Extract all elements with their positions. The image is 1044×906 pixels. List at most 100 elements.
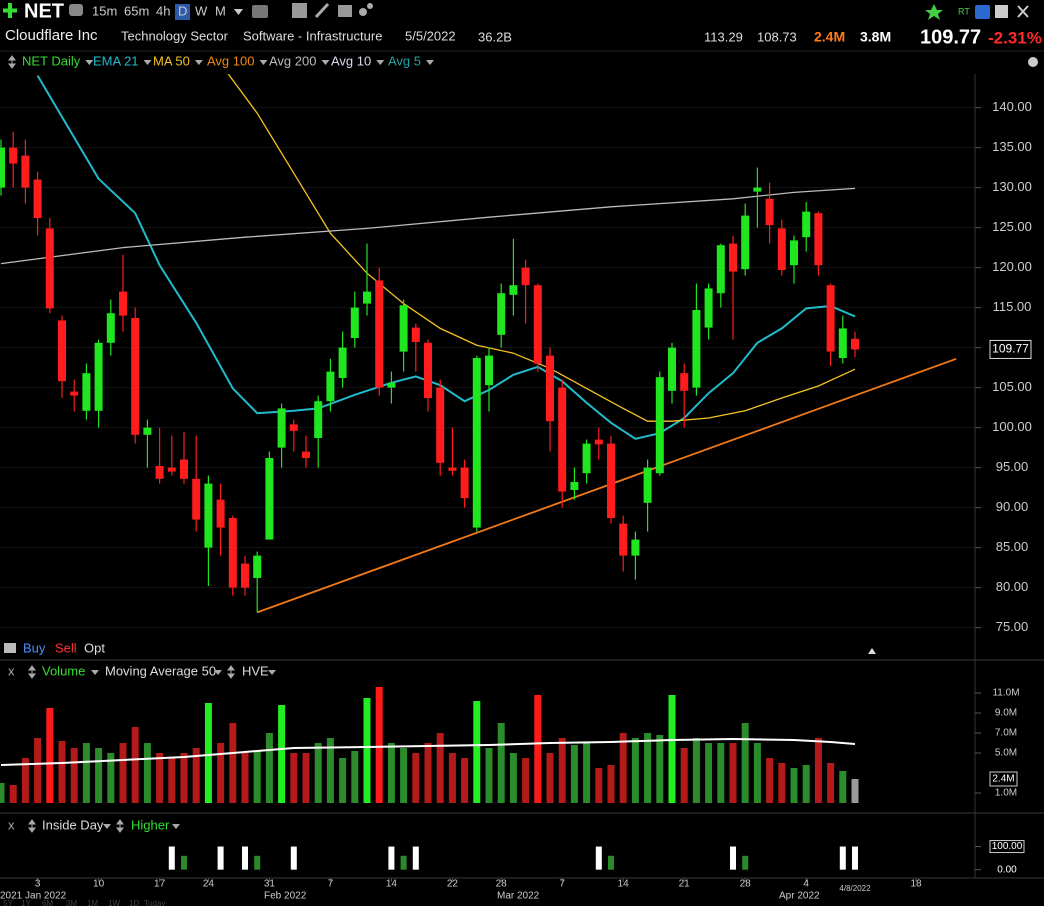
signal-bar	[168, 846, 175, 870]
pane-study[interactable]: Moving Average 50	[105, 663, 216, 678]
volume-bar	[546, 753, 554, 803]
candle-body	[216, 499, 225, 528]
legend-entry[interactable]: Avg 200	[269, 53, 316, 68]
volume-bar	[95, 748, 103, 803]
x-tick-label: 28	[496, 879, 508, 890]
volume-bar	[326, 738, 334, 803]
timeframe[interactable]: D	[178, 3, 187, 18]
icon[interactable]	[975, 5, 990, 19]
watch-star[interactable]	[925, 4, 943, 20]
x-tick-label: 3	[35, 879, 41, 890]
dropdown[interactable]	[259, 60, 268, 65]
legend-entry[interactable]: Avg 5	[388, 53, 421, 68]
add-icon[interactable]	[3, 3, 17, 18]
icon[interactable]	[69, 4, 83, 16]
dropdown[interactable]	[426, 60, 435, 65]
range-button[interactable]: 3M	[66, 899, 77, 906]
industry: Software - Infrastructure	[243, 28, 382, 43]
signal-bar	[254, 855, 261, 870]
icon[interactable]	[252, 5, 268, 18]
dropdown[interactable]	[143, 60, 152, 65]
signal-bar	[839, 846, 846, 870]
y-tick-label: 7.0M	[995, 728, 1017, 739]
y-tick-label: 75.00	[996, 619, 1029, 634]
signal-bar	[388, 846, 395, 870]
close-pane[interactable]: x	[8, 663, 15, 678]
order-button[interactable]: Buy	[23, 640, 46, 655]
dropdown[interactable]	[376, 60, 385, 65]
candle-body	[472, 358, 481, 528]
symbol[interactable]: NET	[24, 0, 64, 22]
sort-icon	[227, 665, 235, 679]
timeframe[interactable]: 4h	[156, 3, 170, 18]
legend-entry[interactable]: Avg 100	[207, 53, 254, 68]
dropdown[interactable]	[194, 60, 203, 65]
y-tick-label: 120.00	[992, 259, 1032, 274]
legend-entry[interactable]: NET Daily	[22, 53, 81, 68]
x-tick-label: 7	[559, 879, 565, 890]
volume-bar	[278, 705, 286, 803]
pane-study[interactable]: HVE	[242, 663, 269, 678]
palette-icon[interactable]	[1028, 57, 1038, 67]
dropdown[interactable]	[268, 670, 276, 675]
range-button[interactable]: 6M	[42, 899, 53, 906]
icon[interactable]	[338, 5, 352, 17]
order-button[interactable]: Sell	[55, 640, 77, 655]
volume-bar	[156, 753, 164, 803]
range-button[interactable]: 1D	[129, 899, 139, 906]
y-tick-label: 115.00	[993, 299, 1032, 314]
candle-body	[94, 342, 103, 411]
close-pane[interactable]: x	[8, 817, 15, 832]
order-icon[interactable]	[4, 643, 16, 653]
pane-title[interactable]: Volume	[42, 663, 85, 678]
timeframe[interactable]: W	[195, 3, 208, 18]
range-button[interactable]: 5Y	[3, 899, 13, 906]
timeframe[interactable]: 65m	[124, 3, 149, 18]
dropdown[interactable]	[103, 824, 111, 829]
legend-entry[interactable]: MA 50	[153, 53, 190, 68]
icon[interactable]	[314, 2, 330, 19]
pane-title[interactable]: Inside Day	[42, 817, 104, 832]
order-button[interactable]: Opt	[84, 640, 105, 655]
x-tick-label: 31	[264, 879, 276, 890]
dropdown[interactable]	[91, 670, 99, 675]
candle-body	[21, 155, 30, 188]
candle-body	[802, 211, 811, 238]
pane-study[interactable]: Higher	[131, 817, 170, 832]
month-label: Feb 2022	[264, 891, 307, 902]
legend-entry[interactable]: Avg 10	[331, 53, 371, 68]
y-tick-label: 95.00	[996, 459, 1029, 474]
candle-body	[619, 523, 628, 556]
candle-body	[582, 443, 591, 474]
candle-body	[594, 439, 603, 445]
x-tick-label: 17	[154, 879, 166, 890]
save-icon[interactable]	[995, 5, 1008, 18]
range-button[interactable]: 1W	[108, 899, 120, 906]
y-tick-label: 5.0M	[995, 748, 1017, 759]
close-icon[interactable]	[1017, 5, 1029, 18]
volume-bar	[131, 727, 139, 803]
range-button[interactable]: 1Y	[21, 899, 31, 906]
change: -2.31%	[988, 28, 1042, 47]
dropdown[interactable]	[172, 824, 180, 829]
dropdown[interactable]	[214, 670, 222, 675]
scroll-marker[interactable]	[868, 648, 876, 654]
dropdown[interactable]	[321, 60, 330, 65]
volume-bar	[375, 687, 383, 803]
dropdown[interactable]	[234, 9, 243, 15]
timeframe[interactable]: 15m	[92, 3, 117, 18]
icon[interactable]	[367, 3, 373, 9]
icon[interactable]	[359, 8, 367, 16]
icon[interactable]	[292, 3, 307, 18]
candle-body	[411, 327, 420, 342]
volume-bar	[448, 753, 456, 803]
company: Cloudflare Inc	[5, 27, 98, 44]
range-button[interactable]: Today	[144, 899, 165, 906]
range-button[interactable]: 1M	[87, 899, 98, 906]
dropdown[interactable]	[85, 60, 94, 65]
legend-entry[interactable]: EMA 21	[93, 53, 139, 68]
candle-body	[509, 285, 518, 295]
volume-bar	[473, 701, 481, 803]
timeframe[interactable]: M	[215, 3, 226, 18]
